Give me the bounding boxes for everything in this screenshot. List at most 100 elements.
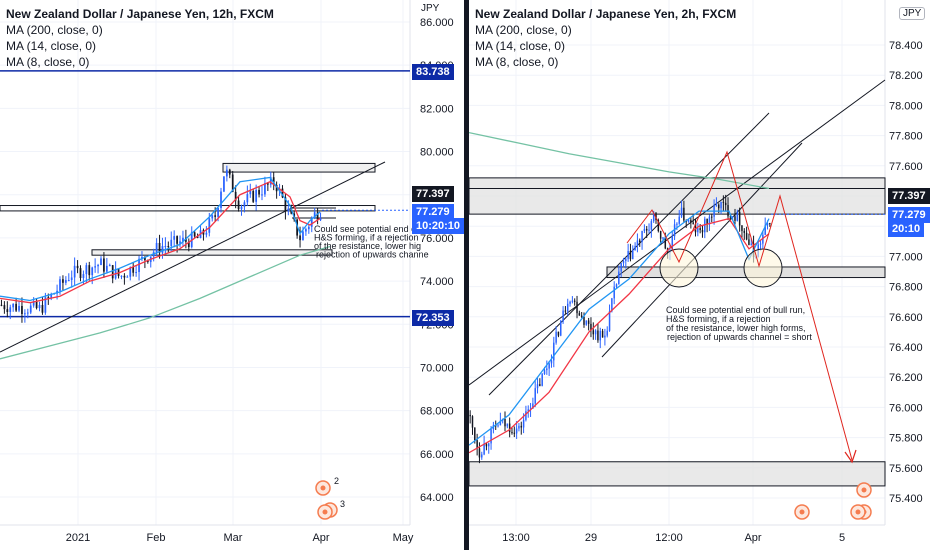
candle-2h-candle bbox=[548, 363, 550, 369]
candle-12h-candle bbox=[15, 303, 17, 311]
candle-12h-candle bbox=[50, 293, 53, 299]
candle-2h-candle bbox=[697, 228, 699, 233]
candle-12h-candle bbox=[85, 265, 88, 275]
candle-2h-candle bbox=[513, 432, 516, 434]
candle-2h-candle bbox=[487, 443, 490, 447]
candle-12h-candle bbox=[208, 218, 211, 233]
candle-2h-candle bbox=[506, 423, 509, 427]
event-marker-dot bbox=[320, 485, 326, 491]
candle-2h-candle bbox=[680, 207, 683, 217]
candle-12h-candle bbox=[67, 279, 70, 281]
candle-12h-candle bbox=[275, 185, 278, 192]
chart-pane-12h[interactable]: 86.00084.00082.00080.00078.00076.00074.0… bbox=[0, 0, 464, 550]
top-zone-12h bbox=[222, 162, 376, 173]
candle-2h-candle bbox=[578, 313, 581, 316]
candle-12h-candle bbox=[205, 232, 208, 235]
candle-12h-candle bbox=[59, 279, 61, 291]
candle-2h-candle bbox=[636, 240, 639, 246]
resistance-badge-12h: 77.397 bbox=[412, 186, 454, 202]
currency-button-2h[interactable]: JPY bbox=[899, 7, 926, 20]
candle-2h-candle bbox=[620, 263, 622, 272]
candle-12h-candle bbox=[144, 256, 146, 261]
candle-12h-candle bbox=[158, 242, 161, 253]
price-tick-label: 70.000 bbox=[420, 362, 454, 374]
candle-12h-candle bbox=[249, 191, 252, 195]
candle-2h-candle bbox=[599, 330, 602, 341]
candle-2h-candle bbox=[664, 237, 667, 249]
candle-2h-candle bbox=[560, 321, 562, 336]
candle-12h-candle bbox=[32, 301, 35, 306]
legend-ma200-2h[interactable]: MA (200, close, 0) bbox=[475, 23, 572, 37]
candle-2h-candle bbox=[634, 245, 636, 251]
ma200-line-2h bbox=[469, 131, 770, 190]
candle-12h-candle bbox=[129, 267, 132, 277]
chart-canvas-2h[interactable]: 78.40078.20078.00077.80077.60077.40077.2… bbox=[469, 0, 932, 550]
legend-ma14[interactable]: MA (14, close, 0) bbox=[6, 39, 97, 53]
candle-2h-candle bbox=[638, 240, 641, 242]
candle-12h-candle bbox=[231, 174, 234, 192]
candle-12h-candle bbox=[164, 246, 167, 248]
annotation-note-2h: Could see potential end of bull run, bbox=[666, 305, 805, 315]
chart-canvas-12h[interactable]: 86.00084.00082.00080.00078.00076.00074.0… bbox=[0, 0, 464, 550]
candle-12h-candle bbox=[26, 312, 29, 314]
candle-2h-candle bbox=[571, 300, 574, 302]
candle-2h-candle bbox=[724, 202, 727, 206]
annotation-note-2h: of the resistance, lower high forms, bbox=[666, 323, 806, 333]
candle-2h-candle bbox=[711, 216, 713, 218]
candle-12h-candle bbox=[255, 189, 258, 202]
candle-2h-candle bbox=[485, 443, 488, 447]
candle-12h-candle bbox=[225, 169, 228, 177]
ma200-line-12h bbox=[0, 245, 331, 360]
chart-legend-2h: New Zealand Dollar / Japanese Yen, 2h, F… bbox=[475, 6, 736, 70]
candle-12h-candle bbox=[35, 301, 38, 309]
channel-trendline-12h bbox=[0, 161, 386, 353]
candle-2h-candle bbox=[722, 201, 725, 203]
candle-2h-candle bbox=[729, 216, 732, 218]
legend-ma200[interactable]: MA (200, close, 0) bbox=[6, 23, 103, 37]
candle-12h-candle bbox=[167, 246, 170, 248]
annotation-note-2h: rejection of upwards channel = short bbox=[667, 332, 812, 342]
currency-label-12h: JPY bbox=[421, 3, 440, 14]
channel-upper-2h bbox=[488, 112, 770, 396]
candle-12h-candle bbox=[246, 194, 249, 203]
time-tick-label: 29 bbox=[585, 532, 597, 544]
legend-ma8-2h[interactable]: MA (8, close, 0) bbox=[475, 55, 559, 69]
candle-2h-candle bbox=[650, 221, 653, 230]
pane-divider[interactable] bbox=[464, 0, 469, 550]
event-marker-dot bbox=[861, 487, 867, 493]
candle-2h-candle bbox=[766, 223, 769, 226]
candle-12h-candle bbox=[316, 212, 319, 221]
channel-lower-2h bbox=[601, 142, 803, 358]
candle-2h-candle bbox=[520, 425, 523, 428]
candle-2h-candle bbox=[541, 374, 543, 386]
candle-2h-candle bbox=[655, 212, 657, 220]
price-tick-label: 75.400 bbox=[889, 493, 923, 505]
candle-2h-candle bbox=[764, 225, 766, 235]
legend-ma14-2h[interactable]: MA (14, close, 0) bbox=[475, 39, 566, 53]
chart-pane-2h[interactable]: 78.40078.20078.00077.80077.60077.40077.2… bbox=[469, 0, 932, 550]
resistance-zone-12h bbox=[0, 205, 376, 212]
candle-2h-candle bbox=[632, 250, 634, 260]
candle-2h-candle bbox=[611, 298, 613, 312]
candle-12h-candle bbox=[38, 304, 41, 309]
candle-12h-candle bbox=[243, 202, 246, 207]
candle-12h-candle bbox=[21, 305, 23, 315]
candle-12h-candle bbox=[138, 258, 140, 273]
candle-12h-candle bbox=[173, 236, 176, 240]
candle-12h-candle bbox=[103, 258, 105, 272]
candle-2h-candle bbox=[490, 429, 492, 444]
target-zone-2h bbox=[469, 461, 886, 487]
candle-2h-candle bbox=[745, 232, 748, 240]
candle-2h-candle bbox=[497, 425, 499, 427]
candle-2h-candle bbox=[641, 230, 643, 242]
legend-ma8[interactable]: MA (8, close, 0) bbox=[6, 55, 90, 69]
candle-2h-candle bbox=[525, 411, 527, 420]
candle-2h-candle bbox=[532, 403, 534, 409]
candle-12h-candle bbox=[9, 307, 12, 313]
last-price-badge-2h: 77.279 bbox=[888, 207, 930, 223]
candle-2h-candle bbox=[508, 423, 511, 433]
candle-12h-candle bbox=[155, 242, 158, 253]
candle-2h-candle bbox=[564, 310, 567, 312]
candle-2h-candle bbox=[648, 229, 650, 231]
candle-2h-candle bbox=[750, 243, 753, 245]
